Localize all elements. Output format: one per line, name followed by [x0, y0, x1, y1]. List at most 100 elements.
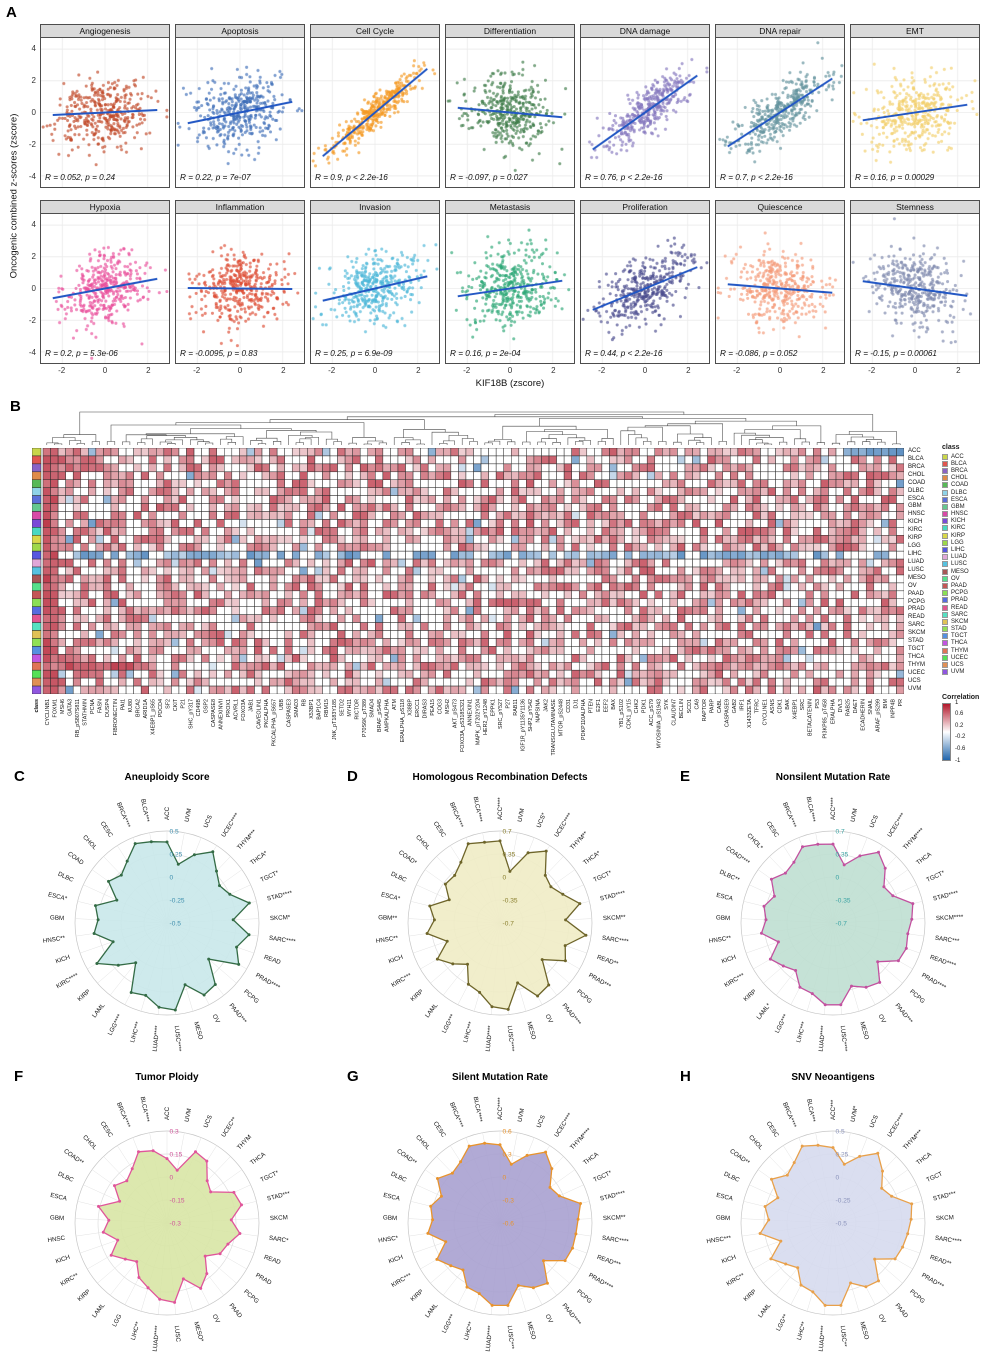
b-column-label: DJ1	[573, 699, 579, 709]
radar-point	[439, 1194, 443, 1198]
radar-category-label: READ	[263, 1254, 282, 1266]
radar-category-label: GBM	[50, 914, 64, 922]
b-class-legend-items: ACC BLCA BRCA CHOL COAD DLBC ESCA GBM HNSC KICH KI…	[942, 453, 998, 676]
a-x-tick: 0	[102, 366, 108, 375]
radar-category-label: STAD****	[266, 890, 293, 903]
b-correlation-tick: 1	[955, 699, 959, 706]
radar-axis-tick: 0.5	[836, 1129, 845, 1136]
radar-point	[173, 1300, 177, 1304]
radar-category-label: PAAD****	[561, 1002, 583, 1027]
a-facet-cell-cycle: Cell Cycle R = 0.9, p < 2.2e-16	[310, 24, 440, 188]
radar-point	[176, 862, 180, 866]
radar-point	[229, 1218, 233, 1222]
radar-category-label: OV	[211, 1013, 222, 1025]
b-correlation-legend: Correlation 1 0.6 0.2 -0.2 -0.6 -1	[942, 694, 998, 764]
radar-point	[175, 1168, 179, 1172]
b-class-legend-title: class	[942, 444, 960, 451]
radar-point	[483, 1141, 487, 1145]
b-class-legend-item: PAAD	[942, 582, 998, 589]
radar-category-label: COAD	[66, 850, 85, 866]
b-column-label: FASN	[98, 699, 104, 713]
radar-category-label: CESC	[99, 820, 114, 839]
radar-category-label: LGG***	[441, 1313, 457, 1335]
radar-category-label: UCS	[869, 1114, 880, 1129]
b-column-label: CYCLINE1	[762, 699, 768, 725]
radar-category-label: LUAD****	[152, 1325, 162, 1352]
radar-category-label: HNSC**	[375, 935, 399, 945]
radar-point	[878, 980, 882, 984]
b-column-label: MYOSINIIA_pS1943	[657, 699, 663, 748]
a-x-axis-label: KIF18B (zscore)	[475, 378, 545, 389]
b-column-label: EPPK1	[490, 699, 496, 716]
radar-category-label: HNSC**	[708, 935, 732, 945]
b-row-label: MESO	[908, 574, 926, 581]
b-row-label: COAD	[908, 479, 926, 486]
b-class-legend-item: LUSC	[942, 561, 998, 568]
facet-annotation: R = 0.16, p = 2e-04	[450, 349, 521, 358]
radar-category-label: DLBC	[390, 871, 408, 884]
radar-category-label: LUAD****	[818, 1025, 828, 1052]
radar-polygon	[426, 840, 588, 1011]
radar-polygon	[97, 1150, 243, 1304]
radar-point	[792, 1161, 796, 1165]
a-x-tick: -2	[868, 366, 876, 375]
panel-h-title: SNV Neoantigens	[791, 1072, 875, 1083]
b-column-label: MSH2	[445, 699, 451, 714]
radar-category-label: STAD***	[932, 1190, 957, 1202]
b-column-label: RAB25	[845, 699, 851, 716]
b-column-label: CASPASE3	[286, 699, 292, 727]
radar-category-label: READ***	[596, 1254, 622, 1269]
a-x-tick: -2	[328, 366, 336, 375]
radar-category-label: PCPG	[242, 1288, 260, 1305]
radar-point	[767, 1218, 771, 1222]
facet-title: Proliferation	[580, 200, 710, 214]
radar-point	[203, 1254, 207, 1258]
class-color-swatch	[942, 532, 948, 539]
radar-point	[877, 1279, 880, 1283]
class-color-swatch	[942, 568, 948, 575]
radar-axis-tick: 0.35	[836, 852, 849, 859]
class-legend-label: UCEC	[951, 654, 969, 661]
radar-point	[794, 969, 798, 972]
radar-point	[910, 917, 914, 921]
class-color-swatch	[942, 503, 948, 510]
a-facet-quiescence: Quiescence R = -0.086, p = 0.052	[715, 200, 845, 364]
radar-point	[779, 1239, 783, 1243]
radar-point	[194, 1150, 197, 1154]
panel-f-radar: F Tumor Ploidy 0.3 0.15 0 -0.15 -0.3 ACC UVM UC…	[0, 1068, 334, 1366]
class-color-swatch	[942, 496, 948, 503]
b-column-label: PDCD4	[158, 699, 164, 717]
radar-category-label: ESCA	[383, 1192, 402, 1203]
radar-category-label: THCA*	[249, 849, 269, 866]
b-column-label: PAI1	[120, 699, 126, 710]
radar-category-label: CESC	[765, 820, 780, 839]
radar-point	[864, 1285, 868, 1289]
radar-point	[113, 1184, 116, 1188]
radar-point	[429, 1204, 433, 1208]
radar-category-label: KIRC****	[55, 972, 80, 991]
b-column-label: X53BP1	[309, 699, 315, 719]
radar-category-label: UVM	[517, 1108, 526, 1123]
radar-category-label: LIHC**	[130, 1320, 142, 1341]
radar-point	[218, 1252, 222, 1256]
b-column-label: GATA3	[67, 699, 73, 716]
radar-point	[183, 983, 187, 987]
radar-category-label: MESO*	[192, 1321, 205, 1343]
radar-point	[792, 860, 796, 864]
radar-point	[107, 1218, 111, 1222]
radar-category-label: KIRP	[76, 1288, 92, 1303]
radar-point	[447, 898, 451, 902]
radar-point	[435, 1257, 439, 1261]
radar-category-label: LGG***	[774, 1013, 790, 1035]
radar-category-label: GBM	[383, 1214, 397, 1222]
class-color-swatch	[942, 647, 948, 654]
b-column-label: BRCA2	[135, 699, 141, 717]
radar-axis-tick: 0.7	[836, 829, 845, 836]
radar-category-label: ESCA*	[47, 891, 68, 902]
radar-category-label: HNSC**	[42, 935, 66, 945]
radar-point	[490, 1005, 494, 1009]
radar-category-label: ESCA*	[380, 891, 401, 902]
facet-title: Cell Cycle	[310, 24, 440, 38]
radar-category-label: UCEC****	[553, 811, 574, 838]
radar-point	[247, 933, 251, 937]
